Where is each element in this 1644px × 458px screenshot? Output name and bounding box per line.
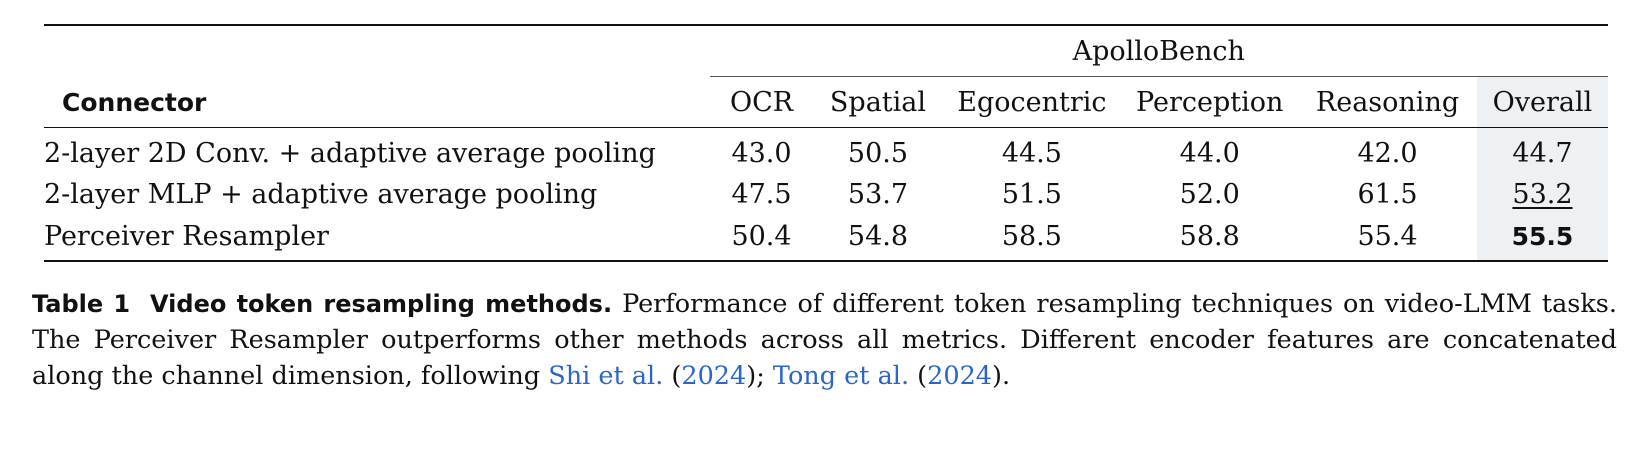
row-name: 2-layer MLP + adaptive average pooling <box>44 178 598 210</box>
cell-overall-best: 55.5 <box>1476 216 1608 262</box>
table-row: 2-layer MLP + adaptive average pooling 4… <box>44 172 1608 216</box>
cell-value: 52.0 <box>1179 178 1240 210</box>
caption-text: Performance of different token resamplin… <box>32 289 1617 391</box>
citation-year-tong[interactable]: 2024 <box>927 361 993 391</box>
cell-value: 51.5 <box>1001 178 1062 210</box>
caption-title: Video token resampling methods. <box>150 290 613 318</box>
citation-link-shi[interactable]: Shi et al. <box>548 361 664 391</box>
cell-value: 55.4 <box>1298 216 1477 262</box>
col-header-perception: Perception <box>1121 77 1299 128</box>
row-name: 2-layer 2D Conv. + adaptive average pool… <box>44 137 656 169</box>
table-row: 2-layer 2D Conv. + adaptive average pool… <box>44 127 1608 172</box>
table-caption: Table 1 Video token resampling methods. … <box>32 289 1617 391</box>
cell-overall-second-best: 53.2 <box>1476 172 1608 216</box>
cell-value: 50.4 <box>709 216 814 262</box>
col-header-reasoning: Reasoning <box>1298 77 1477 128</box>
caption-label: Table 1 <box>32 290 131 318</box>
connector-header: Connector <box>44 77 710 128</box>
cell-value: 58.8 <box>1121 216 1299 262</box>
column-header-row: Connector OCR Spatial Egocentric Percept… <box>44 77 1608 128</box>
cell-value: 42.0 <box>1357 137 1418 169</box>
group-header-row: ApolloBench <box>44 26 1608 77</box>
cell-value: 44.5 <box>1001 137 1062 169</box>
cell-value: 43.0 <box>731 137 792 169</box>
results-table-container: ApolloBench Connector OCR Spatial Egocen… <box>44 24 1608 262</box>
col-header-ocr: OCR <box>709 77 814 128</box>
col-header-egocentric: Egocentric <box>942 77 1122 128</box>
cell-overall: 44.7 <box>1476 127 1608 172</box>
col-header-spatial: Spatial <box>813 77 943 128</box>
cell-value: 50.5 <box>847 137 909 169</box>
group-header-apollobench: ApolloBench <box>1072 35 1245 67</box>
citation-link-tong[interactable]: Tong et al. <box>772 361 910 391</box>
cell-value: 44.0 <box>1179 137 1240 169</box>
row-name: Perceiver Resampler <box>44 216 710 262</box>
table-row: Perceiver Resampler 50.4 54.8 58.5 58.8 … <box>44 216 1608 262</box>
cell-value: 58.5 <box>942 216 1122 262</box>
bold-value: 55.5 <box>1511 221 1574 251</box>
cell-value: 54.8 <box>813 216 943 262</box>
underlined-value: 53.2 <box>1512 178 1573 210</box>
citation-year-shi[interactable]: 2024 <box>681 361 747 391</box>
cell-value: 47.5 <box>731 178 792 210</box>
col-header-overall: Overall <box>1476 77 1608 128</box>
results-table: ApolloBench Connector OCR Spatial Egocen… <box>44 24 1608 262</box>
cell-value: 61.5 <box>1357 178 1418 210</box>
cell-value: 53.7 <box>847 178 909 210</box>
